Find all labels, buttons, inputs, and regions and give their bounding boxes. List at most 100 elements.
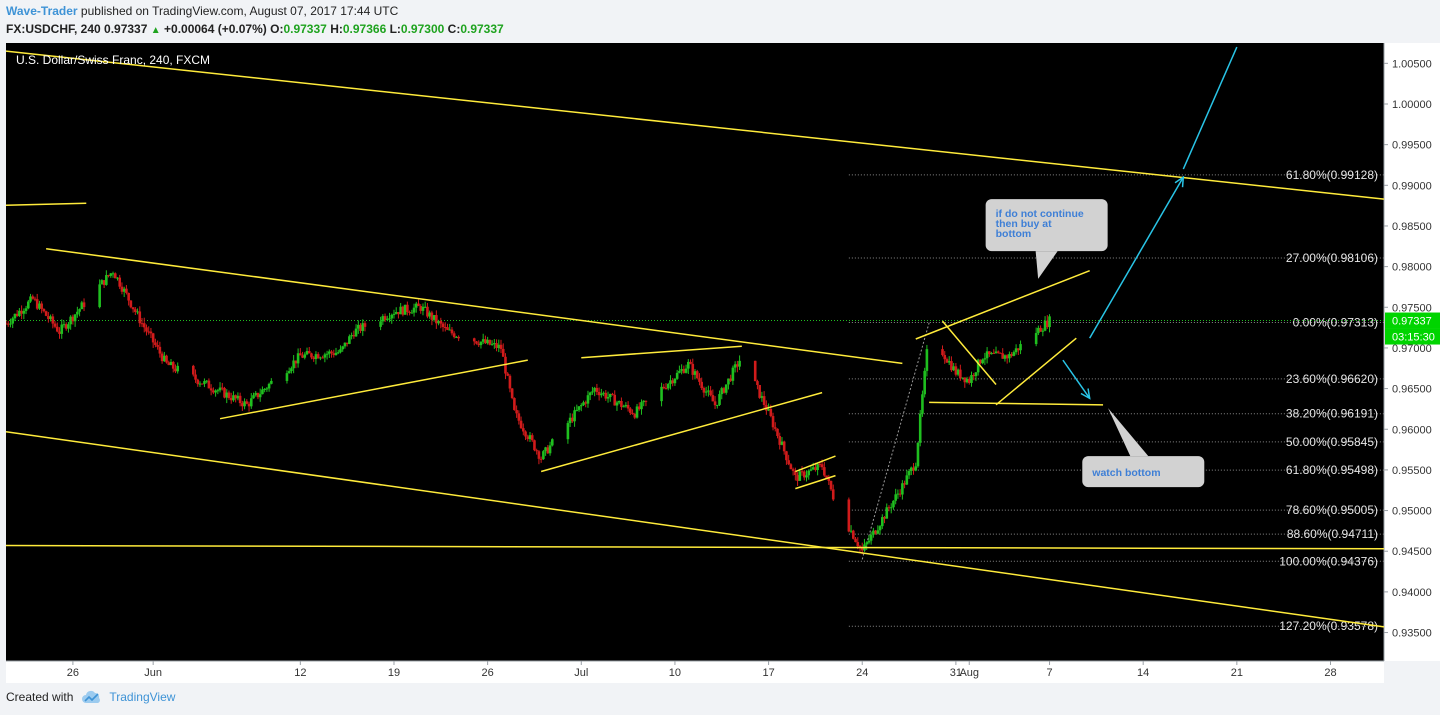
candle-body xyxy=(1041,330,1045,332)
candle-body xyxy=(357,324,360,329)
candle-body xyxy=(515,410,518,414)
candle-body xyxy=(535,450,538,452)
time-axis[interactable] xyxy=(6,661,1384,683)
candle-body xyxy=(571,417,574,422)
candle-body xyxy=(350,335,353,337)
candle-body xyxy=(874,530,877,534)
candle-body xyxy=(207,380,211,389)
candle-body xyxy=(252,395,255,399)
candle-body xyxy=(644,400,648,402)
candle-body xyxy=(69,316,72,325)
candle-body xyxy=(493,343,496,345)
candle-body xyxy=(807,470,811,476)
fib-level-label: 61.80%(0.95498) xyxy=(1286,463,1378,477)
symbol-label: FX:USDCHF, 240 xyxy=(6,22,101,36)
candle-body xyxy=(831,489,835,500)
candle-body xyxy=(789,464,793,470)
candle-body xyxy=(664,388,668,390)
candle-body xyxy=(887,507,891,509)
candle-body xyxy=(600,393,603,396)
candle-body xyxy=(477,343,481,346)
candle-body xyxy=(209,388,213,391)
candle-body xyxy=(176,365,179,372)
tradingview-logo[interactable]: TradingView xyxy=(81,690,175,704)
y-tick-label: 0.94500 xyxy=(1392,546,1432,558)
candle-body xyxy=(504,356,507,374)
price-axis[interactable] xyxy=(1384,43,1440,661)
candle-body xyxy=(339,349,342,353)
candle-body xyxy=(196,379,200,385)
candle-body xyxy=(421,306,425,311)
candle-body xyxy=(542,451,545,460)
candle-body xyxy=(530,435,534,441)
candle-body xyxy=(510,388,514,399)
candle-body xyxy=(307,351,311,354)
candle-body xyxy=(680,369,683,371)
author-link[interactable]: Wave-Trader xyxy=(6,4,78,18)
candle-body xyxy=(107,275,110,277)
candle-body xyxy=(903,483,906,485)
candle-body xyxy=(412,307,416,313)
candle-body xyxy=(443,327,447,329)
candle-body xyxy=(756,381,759,386)
candle-body xyxy=(142,323,146,328)
candle-body xyxy=(214,390,217,393)
candle-body xyxy=(678,370,681,373)
candle-body xyxy=(909,467,913,472)
candle-body xyxy=(254,392,258,396)
candle-body xyxy=(885,507,889,519)
candle-body xyxy=(205,380,208,382)
candle-body xyxy=(519,420,523,429)
candle-body xyxy=(67,324,70,329)
trendline xyxy=(795,474,836,490)
candle-body xyxy=(660,386,663,402)
candle-body xyxy=(582,402,585,406)
created-with-text: Created with xyxy=(6,690,74,704)
candle-body xyxy=(947,361,951,363)
candle-body xyxy=(675,372,679,379)
candle-body xyxy=(1003,355,1007,359)
price-chart[interactable]: 61.80%(0.99128) 27.00%(0.98106) 0.00%(0.97… xyxy=(6,43,1440,683)
cloud-icon xyxy=(82,690,101,703)
candle-body xyxy=(733,364,737,368)
candle-body xyxy=(713,401,717,406)
candle-body xyxy=(898,493,902,495)
fib-level-label: 38.20%(0.96191) xyxy=(1286,407,1378,421)
arrow-head-icon xyxy=(1080,388,1091,400)
candle-body xyxy=(693,371,697,375)
candle-body xyxy=(631,412,634,415)
candle-body xyxy=(568,417,572,424)
candle-body xyxy=(225,392,229,398)
candle-body xyxy=(125,288,128,293)
candle-body xyxy=(976,359,980,373)
candle-body xyxy=(869,534,873,541)
symbol-header: FX:USDCHF, 240 0.97337 ▲ +0.00064 (+0.07… xyxy=(6,22,504,36)
up-triangle-icon: ▲ xyxy=(150,25,161,36)
candle-body xyxy=(794,470,797,476)
candle-body xyxy=(952,366,955,371)
candle-body xyxy=(332,353,336,356)
candle-body xyxy=(883,517,886,519)
candle-body xyxy=(613,394,617,406)
fib-level-label: 27.00%(0.98106) xyxy=(1286,251,1378,265)
trendline xyxy=(6,544,1385,550)
candle-body xyxy=(11,318,14,324)
candle-body xyxy=(896,493,900,495)
candle-body xyxy=(566,423,570,440)
candle-body xyxy=(51,316,55,324)
candle-body xyxy=(778,435,782,445)
candle-body xyxy=(6,323,10,325)
trendline xyxy=(6,430,1385,628)
y-tick-label: 0.98000 xyxy=(1392,262,1432,274)
candle-body xyxy=(1046,320,1049,328)
chart-title: U.S. Dollar/Swiss Franc, 240, FXCM xyxy=(16,53,210,67)
candle-body xyxy=(265,388,269,390)
candle-body xyxy=(994,351,998,354)
candle-body xyxy=(76,311,79,315)
countdown-tag xyxy=(1385,328,1440,345)
candle-body xyxy=(707,390,710,392)
candle-body xyxy=(606,397,610,399)
candle-body xyxy=(218,387,222,391)
candle-body xyxy=(363,323,367,327)
candle-body xyxy=(497,344,501,348)
